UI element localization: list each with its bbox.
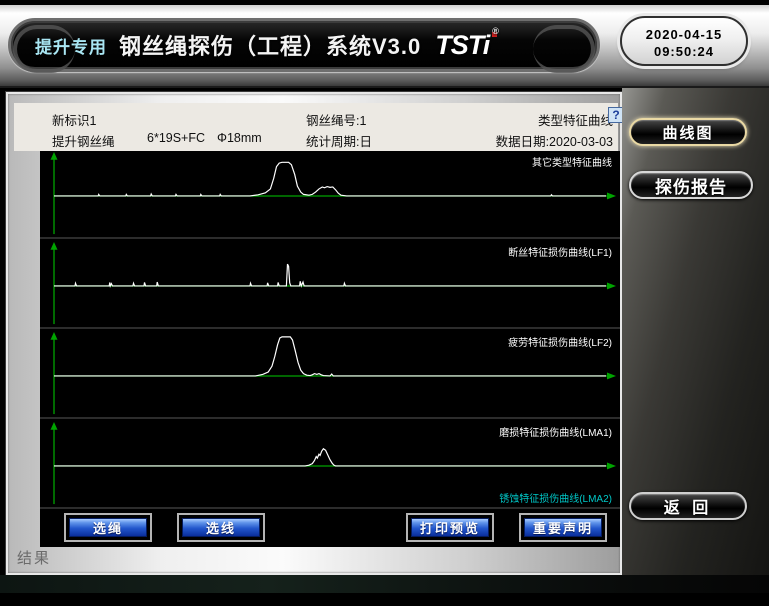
- rope-use: 提升钢丝绳: [52, 135, 115, 149]
- result-status-label: 结果: [17, 550, 52, 567]
- datetime-display: 2020-04-15 09:50:24: [620, 16, 748, 66]
- print-preview-button[interactable]: 打印预览: [406, 513, 494, 542]
- app-title: 钢丝绳探伤（工程）系统V3.0: [119, 34, 422, 59]
- logo-text: TSTi: [435, 29, 490, 60]
- bottom-edge-strip: [0, 575, 769, 593]
- important-notice-button[interactable]: 重要声明: [519, 513, 607, 542]
- time-text: 09:50:24: [653, 44, 715, 59]
- chart-plot: [50, 241, 616, 325]
- rope-structure: 6*19S+FC: [147, 131, 206, 145]
- logo-red-dot-icon: [491, 31, 497, 37]
- sidebar-button-report[interactable]: 探伤报告: [629, 171, 753, 199]
- title-capsule: 提升专用 钢丝绳探伤（工程）系统V3.0 TSTi ®: [8, 18, 600, 73]
- chart-label: 疲劳特征损伤曲线(LF2): [508, 338, 612, 349]
- chart-strip-other-type: 其它类型特征曲线: [40, 151, 620, 239]
- chart-label: 磨损特征损伤曲线(LMA1): [499, 428, 612, 439]
- print-preview-label: 打印预览: [411, 518, 489, 537]
- registered-mark: ®: [492, 25, 499, 36]
- rope-id: 新标识1: [52, 114, 97, 128]
- sidebar: 曲线图 探伤报告 返 回: [622, 88, 769, 575]
- rope-number: 钢丝绳号:1: [306, 114, 367, 128]
- chart-strip-broken-wire: 断丝特征损伤曲线(LF1): [40, 241, 620, 329]
- chart-strip-wear-corrosion: 磨损特征损伤曲线(LMA1) 锈蚀特征损伤曲线(LMA2): [40, 421, 620, 509]
- date-text: 2020-04-15: [645, 27, 723, 42]
- rope-diameter: Φ18mm: [217, 131, 262, 145]
- sidebar-button-curve-chart[interactable]: 曲线图: [629, 118, 747, 146]
- curve-type-label: 类型特征曲线: [537, 114, 613, 128]
- main-panel: 新标识1 钢丝绳号:1 类型特征曲线 提升钢丝绳 6*19S+FC Φ18mm …: [5, 91, 624, 576]
- chart-label: 断丝特征损伤曲线(LF1): [508, 248, 612, 259]
- select-rope-button[interactable]: 选绳: [64, 513, 152, 542]
- sidebar-button-back[interactable]: 返 回: [629, 492, 747, 520]
- usage-badge: 提升专用: [35, 37, 107, 57]
- chart-plot: [50, 331, 616, 415]
- info-header: 新标识1 钢丝绳号:1 类型特征曲线 提升钢丝绳 6*19S+FC Φ18mm …: [14, 103, 624, 151]
- bottom-button-row: 选绳 选线 打印预览 重要声明: [40, 509, 620, 547]
- stat-period: 统计周期:日: [306, 135, 372, 149]
- select-line-button[interactable]: 选线: [177, 513, 265, 542]
- important-notice-label: 重要声明: [524, 518, 602, 537]
- select-line-label: 选线: [182, 518, 260, 537]
- select-rope-label: 选绳: [69, 518, 147, 537]
- data-date: 数据日期:2020-03-03: [495, 135, 613, 149]
- chart-area: 其它类型特征曲线 断丝特征损伤曲线(LF1) 疲劳特征损伤曲线(LF2) 磨损特…: [40, 151, 620, 547]
- title-bar: 提升专用 钢丝绳探伤（工程）系统V3.0 TSTi ® 2020-04-15 09…: [0, 5, 769, 88]
- chart-strip-fatigue: 疲劳特征损伤曲线(LF2): [40, 331, 620, 419]
- tsti-logo: TSTi ®: [435, 26, 499, 61]
- chart-plot: [50, 151, 616, 235]
- chart-label-lma2: 锈蚀特征损伤曲线(LMA2): [499, 494, 612, 505]
- chart-plot: [50, 421, 616, 505]
- chart-label: 其它类型特征曲线: [532, 158, 612, 169]
